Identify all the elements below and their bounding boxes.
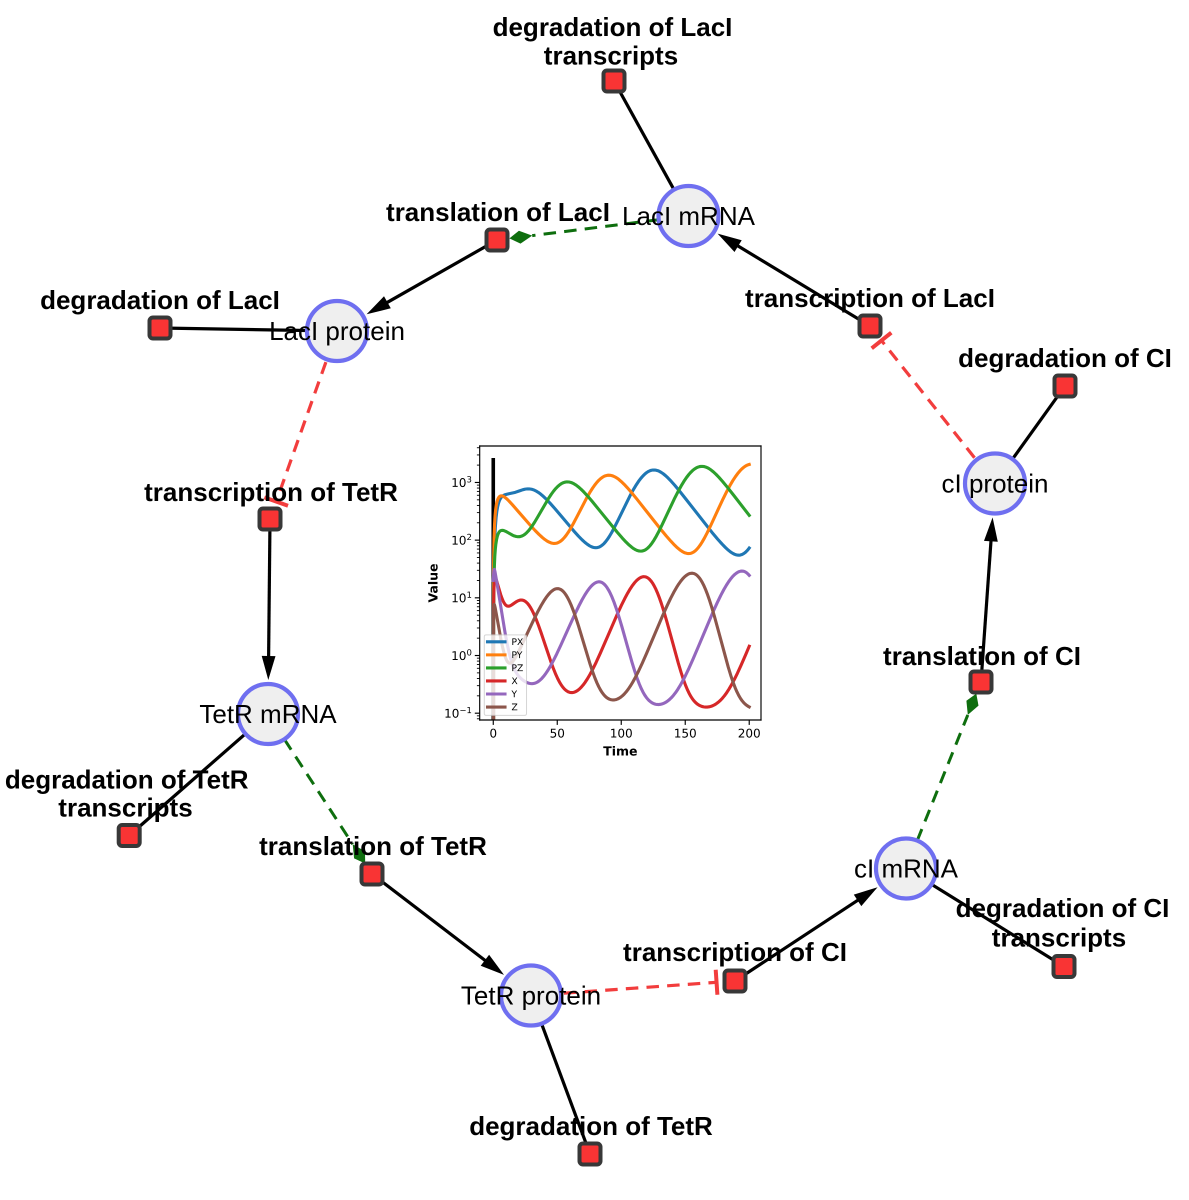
svg-text:LacI protein: LacI protein bbox=[269, 316, 405, 346]
svg-text:degradation of LacI: degradation of LacI bbox=[493, 12, 733, 42]
svg-text:transcription of TetR: transcription of TetR bbox=[144, 477, 398, 507]
svg-text:transcripts: transcripts bbox=[992, 923, 1126, 953]
svg-text:degradation of CI: degradation of CI bbox=[958, 343, 1172, 373]
svg-text:degradation of TetR: degradation of TetR bbox=[5, 765, 249, 795]
svg-text:degradation of CI: degradation of CI bbox=[956, 893, 1170, 923]
svg-text:translation of LacI: translation of LacI bbox=[386, 197, 610, 227]
svg-text:transcripts: transcripts bbox=[58, 793, 192, 823]
svg-text:transcription of CI: transcription of CI bbox=[623, 937, 847, 967]
svg-text:TetR mRNA: TetR mRNA bbox=[199, 699, 337, 729]
svg-text:degradation of LacI: degradation of LacI bbox=[40, 285, 280, 315]
svg-text:cI protein: cI protein bbox=[942, 469, 1049, 499]
svg-text:degradation of TetR: degradation of TetR bbox=[469, 1111, 713, 1141]
svg-text:transcripts: transcripts bbox=[544, 41, 678, 71]
svg-text:translation of CI: translation of CI bbox=[883, 641, 1081, 671]
svg-text:translation of TetR: translation of TetR bbox=[259, 831, 487, 861]
svg-text:transcription of LacI: transcription of LacI bbox=[745, 283, 995, 313]
svg-text:LacI mRNA: LacI mRNA bbox=[622, 201, 756, 231]
svg-text:TetR protein: TetR protein bbox=[461, 981, 601, 1011]
svg-text:cI mRNA: cI mRNA bbox=[854, 854, 959, 884]
